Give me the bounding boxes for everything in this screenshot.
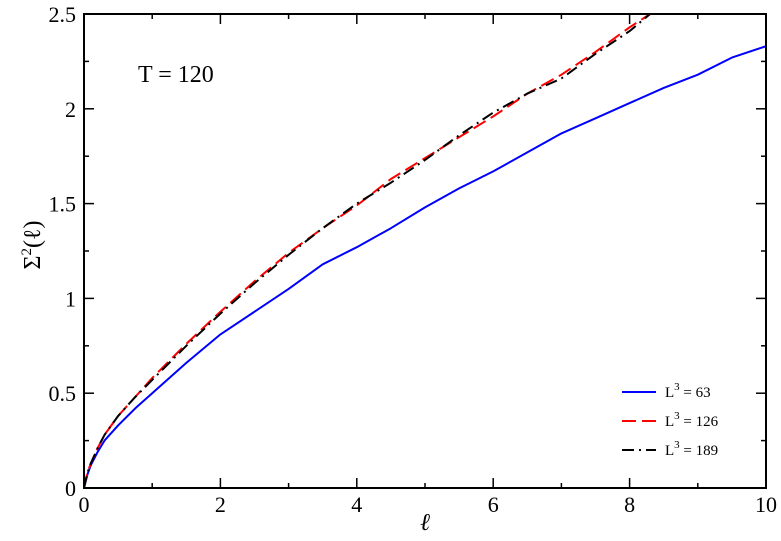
legend-item: L3 = 63 xyxy=(622,381,711,401)
y-axis-label-arg: (ℓ) xyxy=(20,221,46,248)
series-line-2 xyxy=(83,13,651,489)
x-axis-label: ℓ xyxy=(420,510,430,536)
legend-item: L3 = 126 xyxy=(622,410,719,430)
x-tick-label: 6 xyxy=(488,492,499,517)
y-axis-label-base: Σ xyxy=(20,256,46,270)
x-tick-label: 8 xyxy=(624,492,635,517)
y-axis-label-sup: 2 xyxy=(19,248,35,256)
y-axis-label: Σ2(ℓ) xyxy=(19,221,46,270)
legend-item: L3 = 189 xyxy=(622,439,718,459)
x-tick-label: 0 xyxy=(79,492,90,517)
y-tick-label: 2.5 xyxy=(49,2,77,27)
x-tick-label: 4 xyxy=(351,492,362,517)
x-tick-label: 2 xyxy=(215,492,226,517)
legend: L3 = 63 L3 = 126 L3 = 189 xyxy=(622,381,719,459)
plot-frame xyxy=(83,13,767,489)
y-tick-label: 1 xyxy=(65,286,76,311)
y-tick-label: 2 xyxy=(65,97,76,122)
y-tick-label: 1.5 xyxy=(49,192,77,217)
legend-label: L3 = 126 xyxy=(665,410,719,430)
x-tick-label: 10 xyxy=(755,492,777,517)
annotation-temperature: T = 120 xyxy=(138,62,214,88)
series-line-0 xyxy=(83,45,767,489)
y-tick-label: 0.5 xyxy=(49,381,77,406)
legend-label: L3 = 63 xyxy=(665,381,711,401)
series-lines xyxy=(83,13,767,489)
tick-labels: 0 2 4 6 8 10 0 0.5 1 1.5 2 2.5 xyxy=(49,2,778,517)
y-tick-label: 0 xyxy=(65,476,76,501)
legend-label: L3 = 189 xyxy=(665,439,718,459)
